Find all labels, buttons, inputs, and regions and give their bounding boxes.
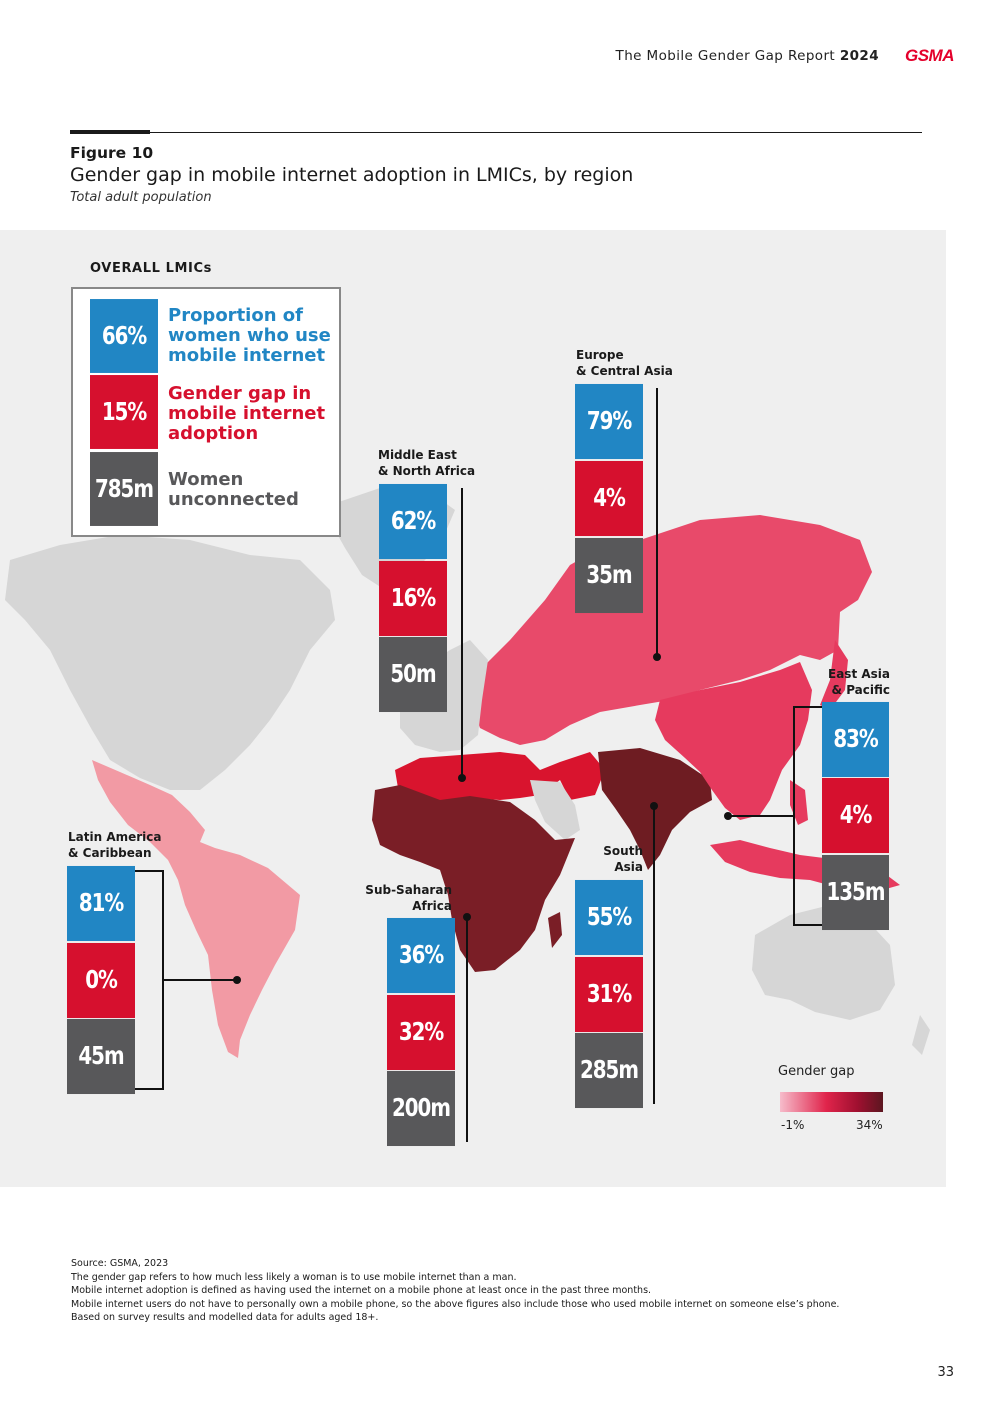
gender-gap-legend-title: Gender gap bbox=[778, 1064, 855, 1079]
ssa-use-value: 36% bbox=[387, 917, 455, 994]
mena-use-value: 62% bbox=[379, 483, 447, 560]
report-title: The Mobile Gender Gap Report 2024 bbox=[615, 48, 879, 64]
ssa-unconnected-value: 200m bbox=[387, 1070, 455, 1147]
mena-gap-value: 16% bbox=[379, 560, 447, 637]
report-header: The Mobile Gender Gap Report 2024 GSMA bbox=[615, 46, 955, 66]
ssa-leader-dot bbox=[463, 913, 471, 921]
overall-heading: OVERALL LMICs bbox=[90, 261, 212, 276]
region-label-europe: Europe & Central Asia bbox=[576, 348, 673, 378]
mena-shape bbox=[395, 752, 605, 810]
east-asia-pacific-shape bbox=[655, 662, 812, 820]
eap-bracket-top bbox=[793, 706, 822, 708]
mena-leader-line bbox=[461, 488, 463, 778]
figure-subtitle: Total adult population bbox=[70, 190, 212, 205]
sa-use-value: 55% bbox=[575, 879, 643, 956]
arabia-shape bbox=[530, 780, 580, 840]
eap-leader-dot bbox=[724, 812, 732, 820]
europe-central-asia-shape bbox=[470, 515, 872, 745]
lac-leader-line bbox=[162, 979, 238, 981]
lac-gap-value: 0% bbox=[67, 942, 135, 1019]
sa-gap-value: 31% bbox=[575, 956, 643, 1033]
australia-shape bbox=[752, 905, 895, 1020]
overall-unconnected-value: 785m bbox=[90, 452, 158, 526]
region-label-mena: Middle East & North Africa bbox=[378, 448, 476, 478]
lac-unconnected-value: 45m bbox=[67, 1018, 135, 1095]
eap-unconnected-value: 135m bbox=[822, 854, 889, 931]
mena-unconnected-value: 50m bbox=[379, 636, 447, 713]
figure-title: Gender gap in mobile internet adoption i… bbox=[70, 164, 634, 186]
overall-women-use-value: 66% bbox=[90, 299, 158, 373]
region-label-sa: South Asia bbox=[603, 844, 643, 874]
source-notes: Source: GSMA, 2023 The gender gap refers… bbox=[71, 1258, 840, 1323]
title-rule-accent bbox=[70, 130, 150, 134]
madagascar-shape bbox=[548, 912, 562, 948]
lac-use-value: 81% bbox=[67, 865, 135, 942]
gender-gap-color-scale bbox=[780, 1092, 883, 1112]
europe-gap-value: 4% bbox=[575, 460, 643, 537]
sa-leader-dot bbox=[650, 802, 658, 810]
region-label-eap: East Asia & Pacific bbox=[828, 667, 890, 697]
eap-bracket-line bbox=[793, 706, 795, 926]
europe-use-value: 79% bbox=[575, 383, 643, 460]
eap-use-value: 83% bbox=[822, 701, 889, 778]
lac-bracket-bottom bbox=[135, 1088, 164, 1090]
north-america-shape bbox=[5, 535, 335, 790]
gender-gap-min-label: -1% bbox=[781, 1118, 805, 1132]
gender-gap-max-label: 34% bbox=[856, 1118, 883, 1132]
gsma-logo: GSMA bbox=[905, 46, 955, 65]
eap-leader-line bbox=[728, 815, 794, 817]
europe-unconnected-value: 35m bbox=[575, 537, 643, 614]
europe-leader-dot bbox=[653, 653, 661, 661]
overall-unconnected-label: Women unconnected bbox=[168, 469, 299, 510]
lac-leader-dot bbox=[233, 976, 241, 984]
overall-women-use-label: Proportion of women who use mobile inter… bbox=[168, 305, 331, 366]
eap-bracket-bottom bbox=[793, 924, 822, 926]
region-label-ssa: Sub-Saharan Africa bbox=[365, 883, 452, 913]
figure-label: Figure 10 bbox=[70, 144, 154, 162]
japan-shape bbox=[820, 640, 848, 710]
lac-bracket-top bbox=[135, 870, 164, 872]
europe-leader-line bbox=[656, 388, 658, 656]
sa-unconnected-value: 285m bbox=[575, 1032, 643, 1109]
overall-gap-value: 15% bbox=[90, 375, 158, 449]
sub-saharan-africa-shape bbox=[372, 785, 575, 972]
mena-leader-dot bbox=[458, 774, 466, 782]
latin-america-shape bbox=[92, 760, 300, 1058]
ssa-gap-value: 32% bbox=[387, 994, 455, 1071]
overall-gap-label: Gender gap in mobile internet adoption bbox=[168, 383, 326, 444]
title-rule bbox=[70, 132, 922, 133]
eap-gap-value: 4% bbox=[822, 777, 889, 854]
ssa-leader-line bbox=[466, 916, 468, 1142]
page-number: 33 bbox=[937, 1365, 954, 1380]
region-label-lac: Latin America & Caribbean bbox=[68, 830, 162, 860]
sa-leader-line bbox=[653, 806, 655, 1104]
new-zealand-shape bbox=[912, 1015, 930, 1055]
